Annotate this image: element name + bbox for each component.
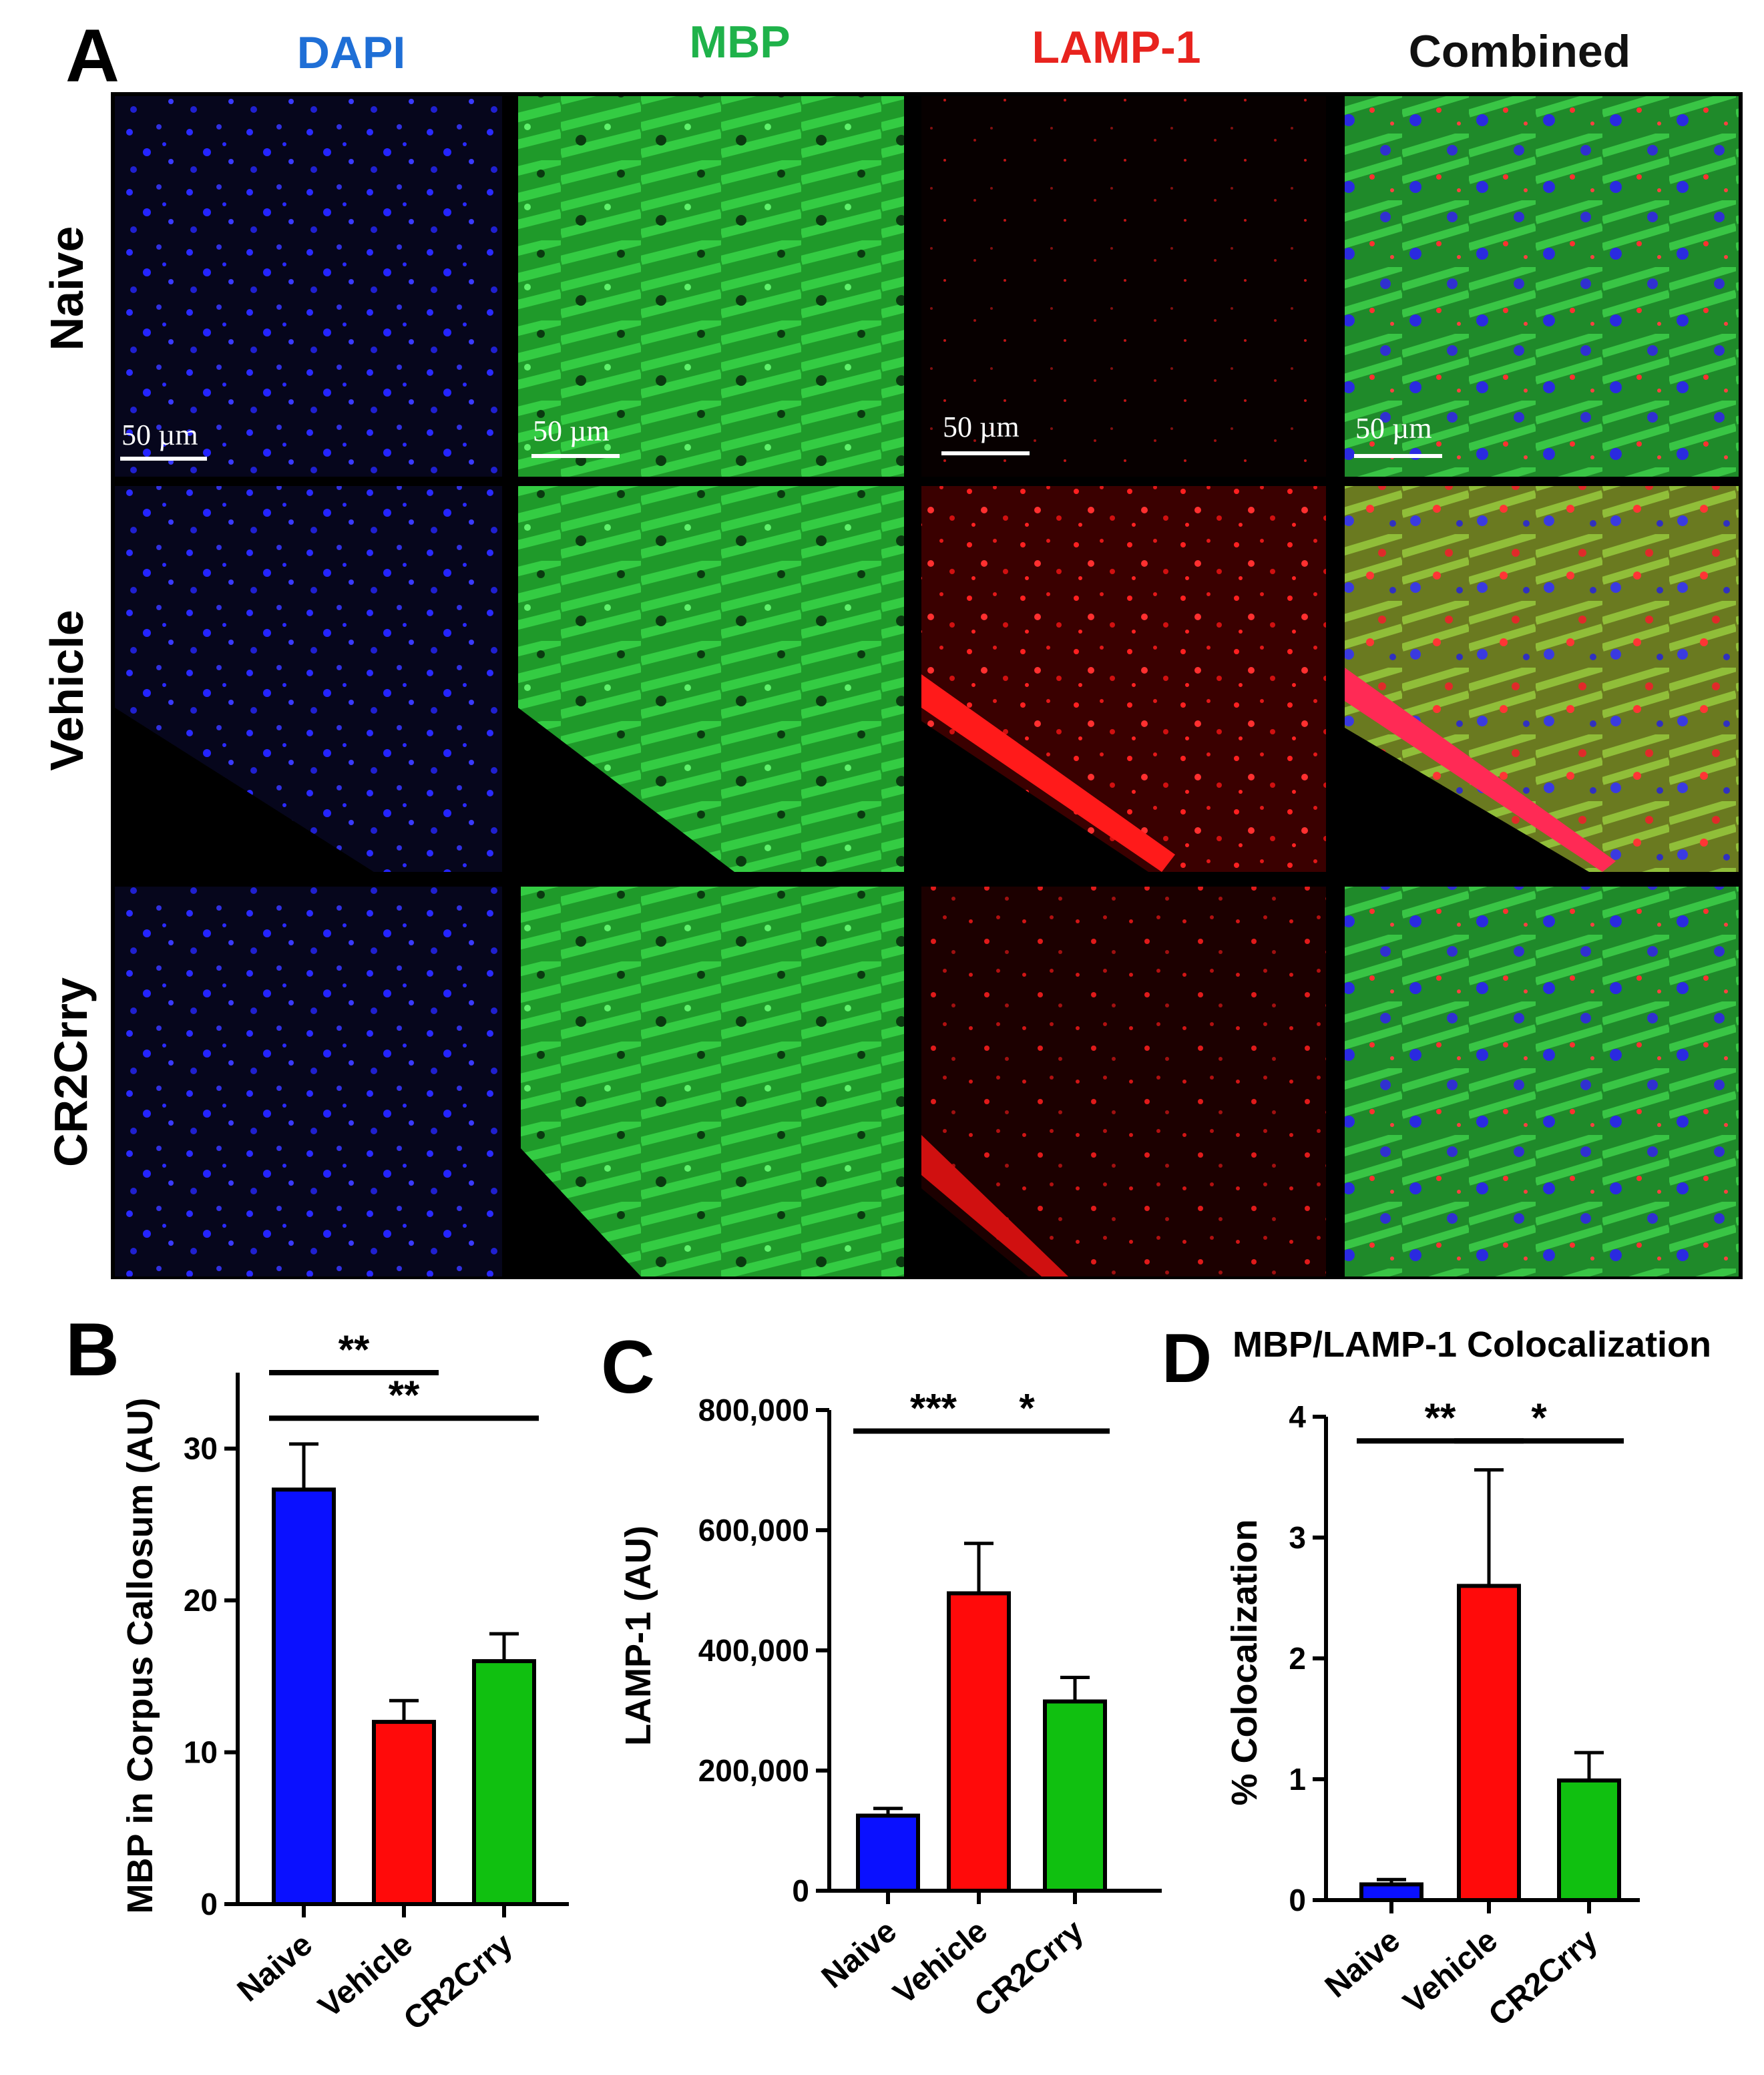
panel-c-chart: C 0 200,000 400,000 600,000 800,000 LAMP-1 (A… xyxy=(601,1325,1162,2024)
chart-d-y-tick-label: 4 xyxy=(1289,1399,1306,1434)
row-label-vehicle: Vehicle xyxy=(41,610,93,770)
micrograph-cr2crry-lamp-1-mask xyxy=(921,1188,1028,1277)
micrograph-naive-lamp-1 xyxy=(921,96,1326,477)
chart-d-significance-label: ** xyxy=(1425,1395,1456,1440)
micrograph-cr2crry-lamp-1-band xyxy=(921,1135,1068,1277)
chart-c-y-tick-label: 200,000 xyxy=(698,1753,809,1788)
micrograph-naive-combined xyxy=(1345,96,1739,477)
chart-d-category-label: Naive xyxy=(1319,1923,1407,2005)
chart-b-category-label: CR2Crry xyxy=(397,1927,519,2038)
chart-d-bar-naive xyxy=(1359,1882,1423,1902)
chart-d-category-label: CR2Crry xyxy=(1482,1923,1604,2034)
micrograph-naive-dapi xyxy=(115,96,502,477)
chart-c-y-tick-label: 0 xyxy=(792,1873,809,1908)
chart-b-y-tick-label: 30 xyxy=(184,1431,218,1466)
chart-d-y-tick-label: 2 xyxy=(1289,1641,1306,1676)
chart-d-bar-vehicle xyxy=(1457,1584,1521,1902)
micrograph-cr2crry-dapi xyxy=(115,887,502,1277)
scale-bar-dapi xyxy=(120,457,207,461)
chart-d-y-axis-title: % Colocalization xyxy=(1225,1519,1265,1805)
micrograph-vehicle-combined-band xyxy=(1345,668,1616,872)
chart-c-significance-label: * xyxy=(1019,1386,1035,1431)
chart-b-category-label: Naive xyxy=(231,1927,319,2009)
column-header-combined: Combined xyxy=(1409,26,1630,77)
micrograph-vehicle-combined-mask xyxy=(1345,728,1589,872)
panel-d-letter: D xyxy=(1162,1320,1212,1397)
chart-d-bar-cr2crry xyxy=(1557,1778,1621,1903)
chart-c-bar-naive xyxy=(856,1813,920,1893)
micrograph-vehicle-dapi-mask xyxy=(115,708,374,872)
column-header-mbp: MBP xyxy=(689,17,790,67)
micrograph-cr2crry-combined xyxy=(1345,887,1739,1277)
chart-b-y-tick-label: 10 xyxy=(184,1735,218,1770)
scale-bar-combined xyxy=(1354,454,1442,458)
chart-c-y-axis-title: LAMP-1 (AU) xyxy=(618,1526,658,1746)
scale-bar-label-lamp-1: 50 µm xyxy=(943,411,1020,443)
chart-b-bar-cr2crry xyxy=(472,1659,536,1906)
chart-c-y-tick-label: 800,000 xyxy=(698,1393,809,1427)
micrograph-vehicle-lamp-1-mask xyxy=(921,721,1148,872)
chart-b-y-tick-label: 20 xyxy=(184,1583,218,1618)
row-label-naive: Naive xyxy=(41,226,93,351)
column-header-dapi: DAPI xyxy=(297,27,405,78)
chart-d-y-tick-label: 1 xyxy=(1289,1762,1306,1797)
panel-a-micrographs: A DAPI MBP LAMP-1 Combined Naive Ve xyxy=(41,14,1743,1279)
chart-c-significance-label: *** xyxy=(910,1386,957,1431)
chart-b-bar-vehicle xyxy=(372,1720,436,1906)
micrograph-naive-mbp xyxy=(518,96,904,477)
column-header-lamp-1: LAMP-1 xyxy=(1032,22,1200,73)
chart-d-significance-label: * xyxy=(1531,1395,1547,1440)
scale-bar-lamp-1 xyxy=(941,451,1030,455)
chart-d-title: MBP/LAMP-1 Colocalization xyxy=(1233,1325,1711,1365)
micrograph-vehicle-mbp-mask xyxy=(518,708,734,872)
chart-c-y-tick-label: 600,000 xyxy=(698,1513,809,1548)
chart-b-bar-naive xyxy=(272,1487,336,1907)
panel-a-letter: A xyxy=(65,14,120,97)
panel-d-chart: D 0 1 2 3 4 % Colocalization MBP/LAMP-1 Coloca… xyxy=(1162,1320,1711,2034)
chart-c-bar-vehicle xyxy=(947,1591,1011,1893)
chart-b-significance-label: ** xyxy=(389,1373,420,1417)
micrograph-cr2crry-mbp xyxy=(521,887,904,1277)
micrograph-cr2crry-mbp-mask xyxy=(521,1148,641,1277)
scale-bar-label-combined: 50 µm xyxy=(1355,412,1432,445)
panel-c-letter: C xyxy=(601,1325,655,1409)
micrograph-vehicle-lamp-1-band xyxy=(921,674,1175,872)
chart-d-y-tick-label: 3 xyxy=(1289,1520,1306,1555)
scale-bar-label-dapi: 50 µm xyxy=(122,419,198,451)
chart-c-y-tick-label: 400,000 xyxy=(698,1633,809,1668)
chart-c-category-label: CR2Crry xyxy=(968,1913,1090,2024)
chart-d-y-tick-label: 0 xyxy=(1289,1883,1306,1917)
chart-c-bar-cr2crry xyxy=(1043,1699,1107,1893)
chart-b-y-axis-title: MBP in Corpus Callosum (AU) xyxy=(120,1397,160,1913)
chart-b-significance-label: ** xyxy=(339,1327,370,1372)
row-label-cr2crry: CR2Crry xyxy=(45,977,97,1167)
panel-b-chart: B 0 10 20 30 MBP in Corpus Callosum (AU) Naiv… xyxy=(65,1308,569,2038)
scale-bar-label-mbp: 50 µm xyxy=(533,415,610,447)
scale-bar-mbp xyxy=(531,454,620,458)
chart-b-y-tick-label: 0 xyxy=(200,1887,218,1921)
panel-b-letter: B xyxy=(65,1308,120,1391)
